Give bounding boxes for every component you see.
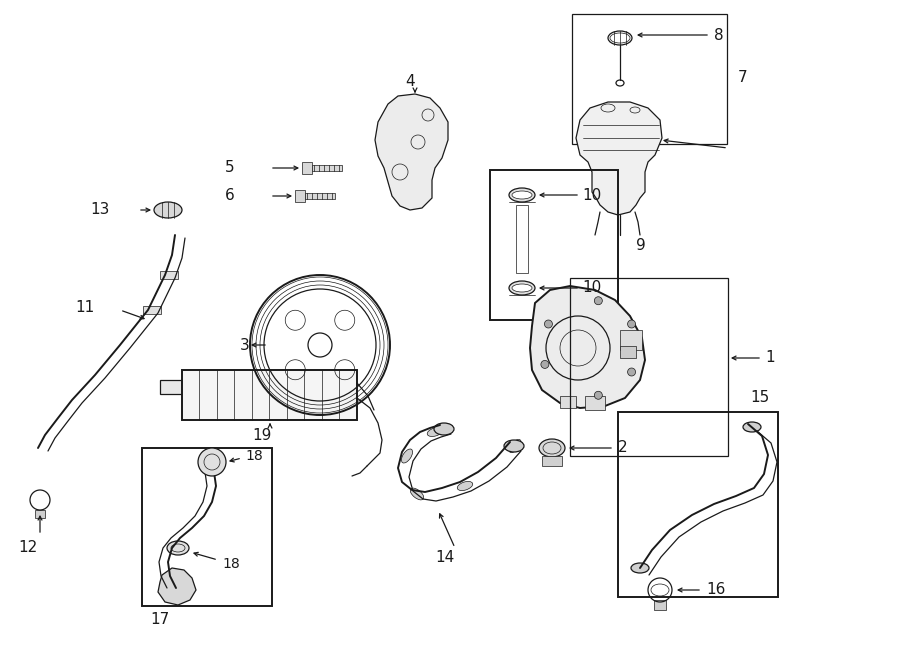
Ellipse shape (457, 481, 472, 490)
Text: 4: 4 (405, 75, 415, 89)
Text: 2: 2 (618, 440, 627, 455)
Bar (516, 205, 528, 273)
Ellipse shape (512, 191, 532, 199)
Ellipse shape (512, 284, 532, 292)
Bar (560, 396, 576, 408)
Ellipse shape (743, 422, 761, 432)
Ellipse shape (608, 31, 632, 45)
Polygon shape (530, 286, 645, 408)
Circle shape (544, 320, 553, 328)
Ellipse shape (410, 488, 424, 500)
Text: 5: 5 (225, 161, 235, 176)
Text: 3: 3 (240, 338, 250, 352)
Bar (35, 510, 45, 518)
Bar (295, 190, 305, 202)
Circle shape (627, 320, 635, 328)
Bar (620, 346, 636, 358)
Bar (302, 162, 312, 174)
Text: 1: 1 (765, 350, 775, 366)
Bar (312, 165, 342, 171)
Text: 8: 8 (714, 28, 724, 42)
Bar (570, 278, 728, 456)
Text: 11: 11 (76, 301, 94, 315)
Circle shape (594, 391, 602, 399)
Ellipse shape (610, 33, 630, 43)
Bar (160, 271, 178, 279)
Ellipse shape (428, 428, 443, 436)
Ellipse shape (167, 541, 189, 555)
Polygon shape (576, 102, 662, 215)
Bar (618, 412, 778, 597)
Circle shape (541, 360, 549, 368)
Bar (305, 193, 335, 199)
Ellipse shape (154, 202, 182, 218)
Bar (585, 396, 605, 410)
Bar (542, 456, 562, 466)
Bar (142, 448, 272, 606)
Ellipse shape (509, 188, 535, 202)
Text: 18: 18 (245, 449, 263, 463)
Bar (490, 170, 618, 320)
Bar (160, 380, 182, 394)
Text: 10: 10 (582, 188, 601, 202)
Ellipse shape (434, 423, 454, 435)
Ellipse shape (401, 449, 412, 463)
Polygon shape (158, 568, 196, 605)
Text: 7: 7 (738, 71, 748, 85)
Ellipse shape (631, 563, 649, 573)
Ellipse shape (509, 281, 535, 295)
Polygon shape (375, 94, 448, 210)
Text: 12: 12 (18, 541, 38, 555)
Text: 6: 6 (225, 188, 235, 204)
Circle shape (627, 368, 635, 376)
Text: 14: 14 (436, 551, 454, 566)
Text: 19: 19 (252, 428, 272, 442)
Text: 10: 10 (582, 280, 601, 295)
Ellipse shape (504, 440, 524, 452)
Ellipse shape (539, 439, 565, 457)
Bar (143, 306, 161, 314)
Circle shape (594, 297, 602, 305)
Circle shape (198, 448, 226, 476)
Text: 18: 18 (222, 557, 239, 571)
Bar (654, 600, 666, 610)
Bar (620, 330, 642, 350)
Bar (182, 370, 357, 420)
Text: 9: 9 (636, 237, 646, 253)
Ellipse shape (508, 440, 521, 453)
Text: 13: 13 (90, 202, 110, 217)
Text: 15: 15 (751, 391, 770, 405)
Text: 16: 16 (706, 582, 725, 598)
Bar (572, 14, 727, 144)
Text: 17: 17 (150, 613, 169, 627)
